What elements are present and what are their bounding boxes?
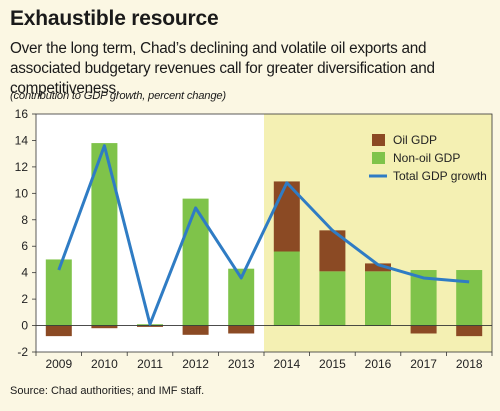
bar-nonoil-gdp	[319, 271, 346, 326]
bar-oil-gdp	[365, 263, 391, 272]
chart-title: Exhaustible resource	[10, 7, 219, 30]
y-tick-label: 12	[15, 160, 29, 174]
y-tick-label: 8	[21, 213, 28, 227]
bar-nonoil-gdp	[365, 271, 391, 326]
bar-oil-gdp	[91, 325, 118, 329]
unit-note: (contribution to GDP growth, percent cha…	[10, 90, 226, 102]
bar-oil-gdp	[228, 325, 255, 334]
legend: Oil GDP Non-oil GDP Total GDP growth	[369, 133, 487, 183]
y-tick-label: 6	[21, 239, 28, 253]
line-total-gdp-growth	[57, 144, 470, 326]
legend-label: Oil GDP	[393, 133, 437, 147]
y-tick-label: 16	[15, 107, 29, 121]
x-tick-label: 2009	[45, 357, 72, 371]
bar-oil-gdp	[410, 325, 437, 334]
x-tick-label: 2014	[273, 357, 300, 371]
bar-oil-gdp	[456, 325, 483, 337]
bar-oil-gdp	[45, 325, 72, 337]
bar-nonoil-gdp	[273, 251, 300, 326]
y-tick-label: 2	[21, 292, 28, 306]
x-tick-label: 2018	[456, 357, 483, 371]
x-tick-label: 2013	[228, 357, 255, 371]
bar-oil-gdp	[182, 325, 209, 335]
x-tick-label: 2010	[91, 357, 118, 371]
y-tick-label: -2	[17, 345, 28, 359]
y-tick-label: 0	[21, 319, 28, 333]
legend-swatch	[372, 134, 385, 146]
x-tick-label: 2017	[410, 357, 437, 371]
legend-label: Total GDP growth	[393, 169, 487, 183]
x-tick-label: 2012	[182, 357, 209, 371]
bar-oil-gdp	[137, 325, 163, 327]
y-tick-label: 4	[21, 266, 28, 280]
bar-nonoil-gdp	[45, 259, 72, 326]
source-note: Source: Chad authorities; and IMF staff.	[10, 385, 205, 397]
y-tick-label: 14	[15, 133, 29, 147]
chart-subtitle: Over the long term, Chad’s declining and…	[10, 40, 435, 97]
x-tick-label: 2016	[365, 357, 392, 371]
bar-nonoil-gdp	[456, 270, 483, 326]
legend-swatch	[372, 152, 385, 164]
x-tick-label: 2015	[319, 357, 346, 371]
legend-label: Non-oil GDP	[393, 151, 460, 165]
bar-nonoil-gdp	[182, 198, 209, 326]
x-tick-label: 2011	[137, 357, 163, 371]
y-tick-label: 10	[15, 186, 29, 200]
